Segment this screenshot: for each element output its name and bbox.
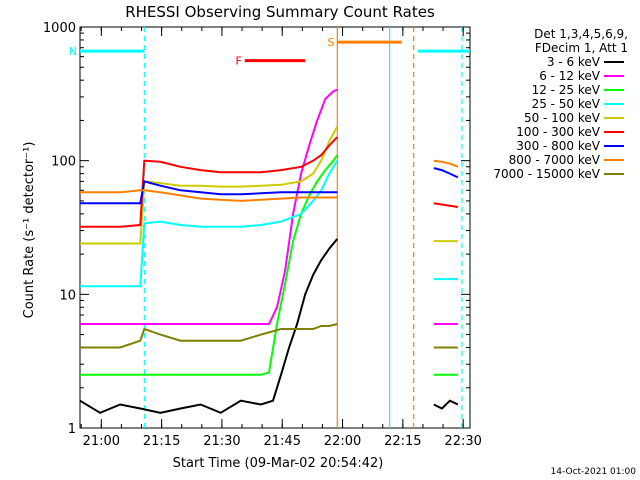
legend-label: 3 - 6 keV <box>547 55 601 69</box>
x-tick-label: 21:00 <box>83 434 120 449</box>
series-line <box>80 154 339 376</box>
x-tick-label: 21:15 <box>143 434 180 449</box>
flag-label: N <box>69 45 77 58</box>
legend-label: 6 - 12 keV <box>539 69 601 83</box>
flag-label: F <box>236 55 242 68</box>
series-line <box>433 167 459 179</box>
y-tick-label: 1 <box>68 422 76 437</box>
y-axis-label: Count Rate (s⁻¹ detector⁻¹) <box>22 142 37 319</box>
legend-label: 7000 - 15000 keV <box>493 167 600 181</box>
x-tick-label: 22:15 <box>384 434 421 449</box>
footer-date: 14-Oct-2021 01:00 <box>551 467 637 477</box>
legend-label: 800 - 7000 keV <box>509 153 601 167</box>
series-line <box>80 88 338 325</box>
legend-label: 300 - 800 keV <box>516 139 600 153</box>
series-line <box>80 323 338 349</box>
flag-label: S <box>327 36 334 49</box>
x-tick-label: 22:30 <box>444 434 481 449</box>
x-tick-label: 21:30 <box>203 434 240 449</box>
chart-title: RHESSI Observing Summary Count Rates <box>125 3 435 21</box>
x-tick-label: 22:00 <box>324 434 361 449</box>
plot-frame <box>79 26 471 429</box>
series-line <box>433 159 459 168</box>
series-line <box>433 399 459 410</box>
series-line <box>79 238 339 414</box>
series-line <box>80 189 338 202</box>
legend-header: FDecim 1, Att 1 <box>535 41 628 55</box>
legend-label: 25 - 50 keV <box>532 97 601 111</box>
series-line <box>433 202 459 208</box>
series-line <box>80 136 339 228</box>
x-tick-label: 21:45 <box>264 434 301 449</box>
y-tick-label: 100 <box>51 155 76 170</box>
legend-header: Det 1,3,4,5,6,9, <box>534 27 628 41</box>
y-tick-label: 10 <box>59 288 76 303</box>
plot-area: 21:00 21:15 21:30 21:45 22:00 22:15 22:30 1 10 10… <box>43 21 482 449</box>
x-axis-label: Start Time (09-Mar-02 20:54:42) <box>173 456 384 471</box>
legend-label: 50 - 100 keV <box>524 111 601 125</box>
legend-label: 12 - 25 keV <box>532 83 601 97</box>
series-line <box>80 180 338 205</box>
legend-label: 100 - 300 keV <box>516 125 600 139</box>
series-line <box>80 126 339 245</box>
legend: Det 1,3,4,5,6,9,FDecim 1, Att 13 - 6 keV… <box>493 27 628 181</box>
y-tick-label: 1000 <box>43 21 76 36</box>
